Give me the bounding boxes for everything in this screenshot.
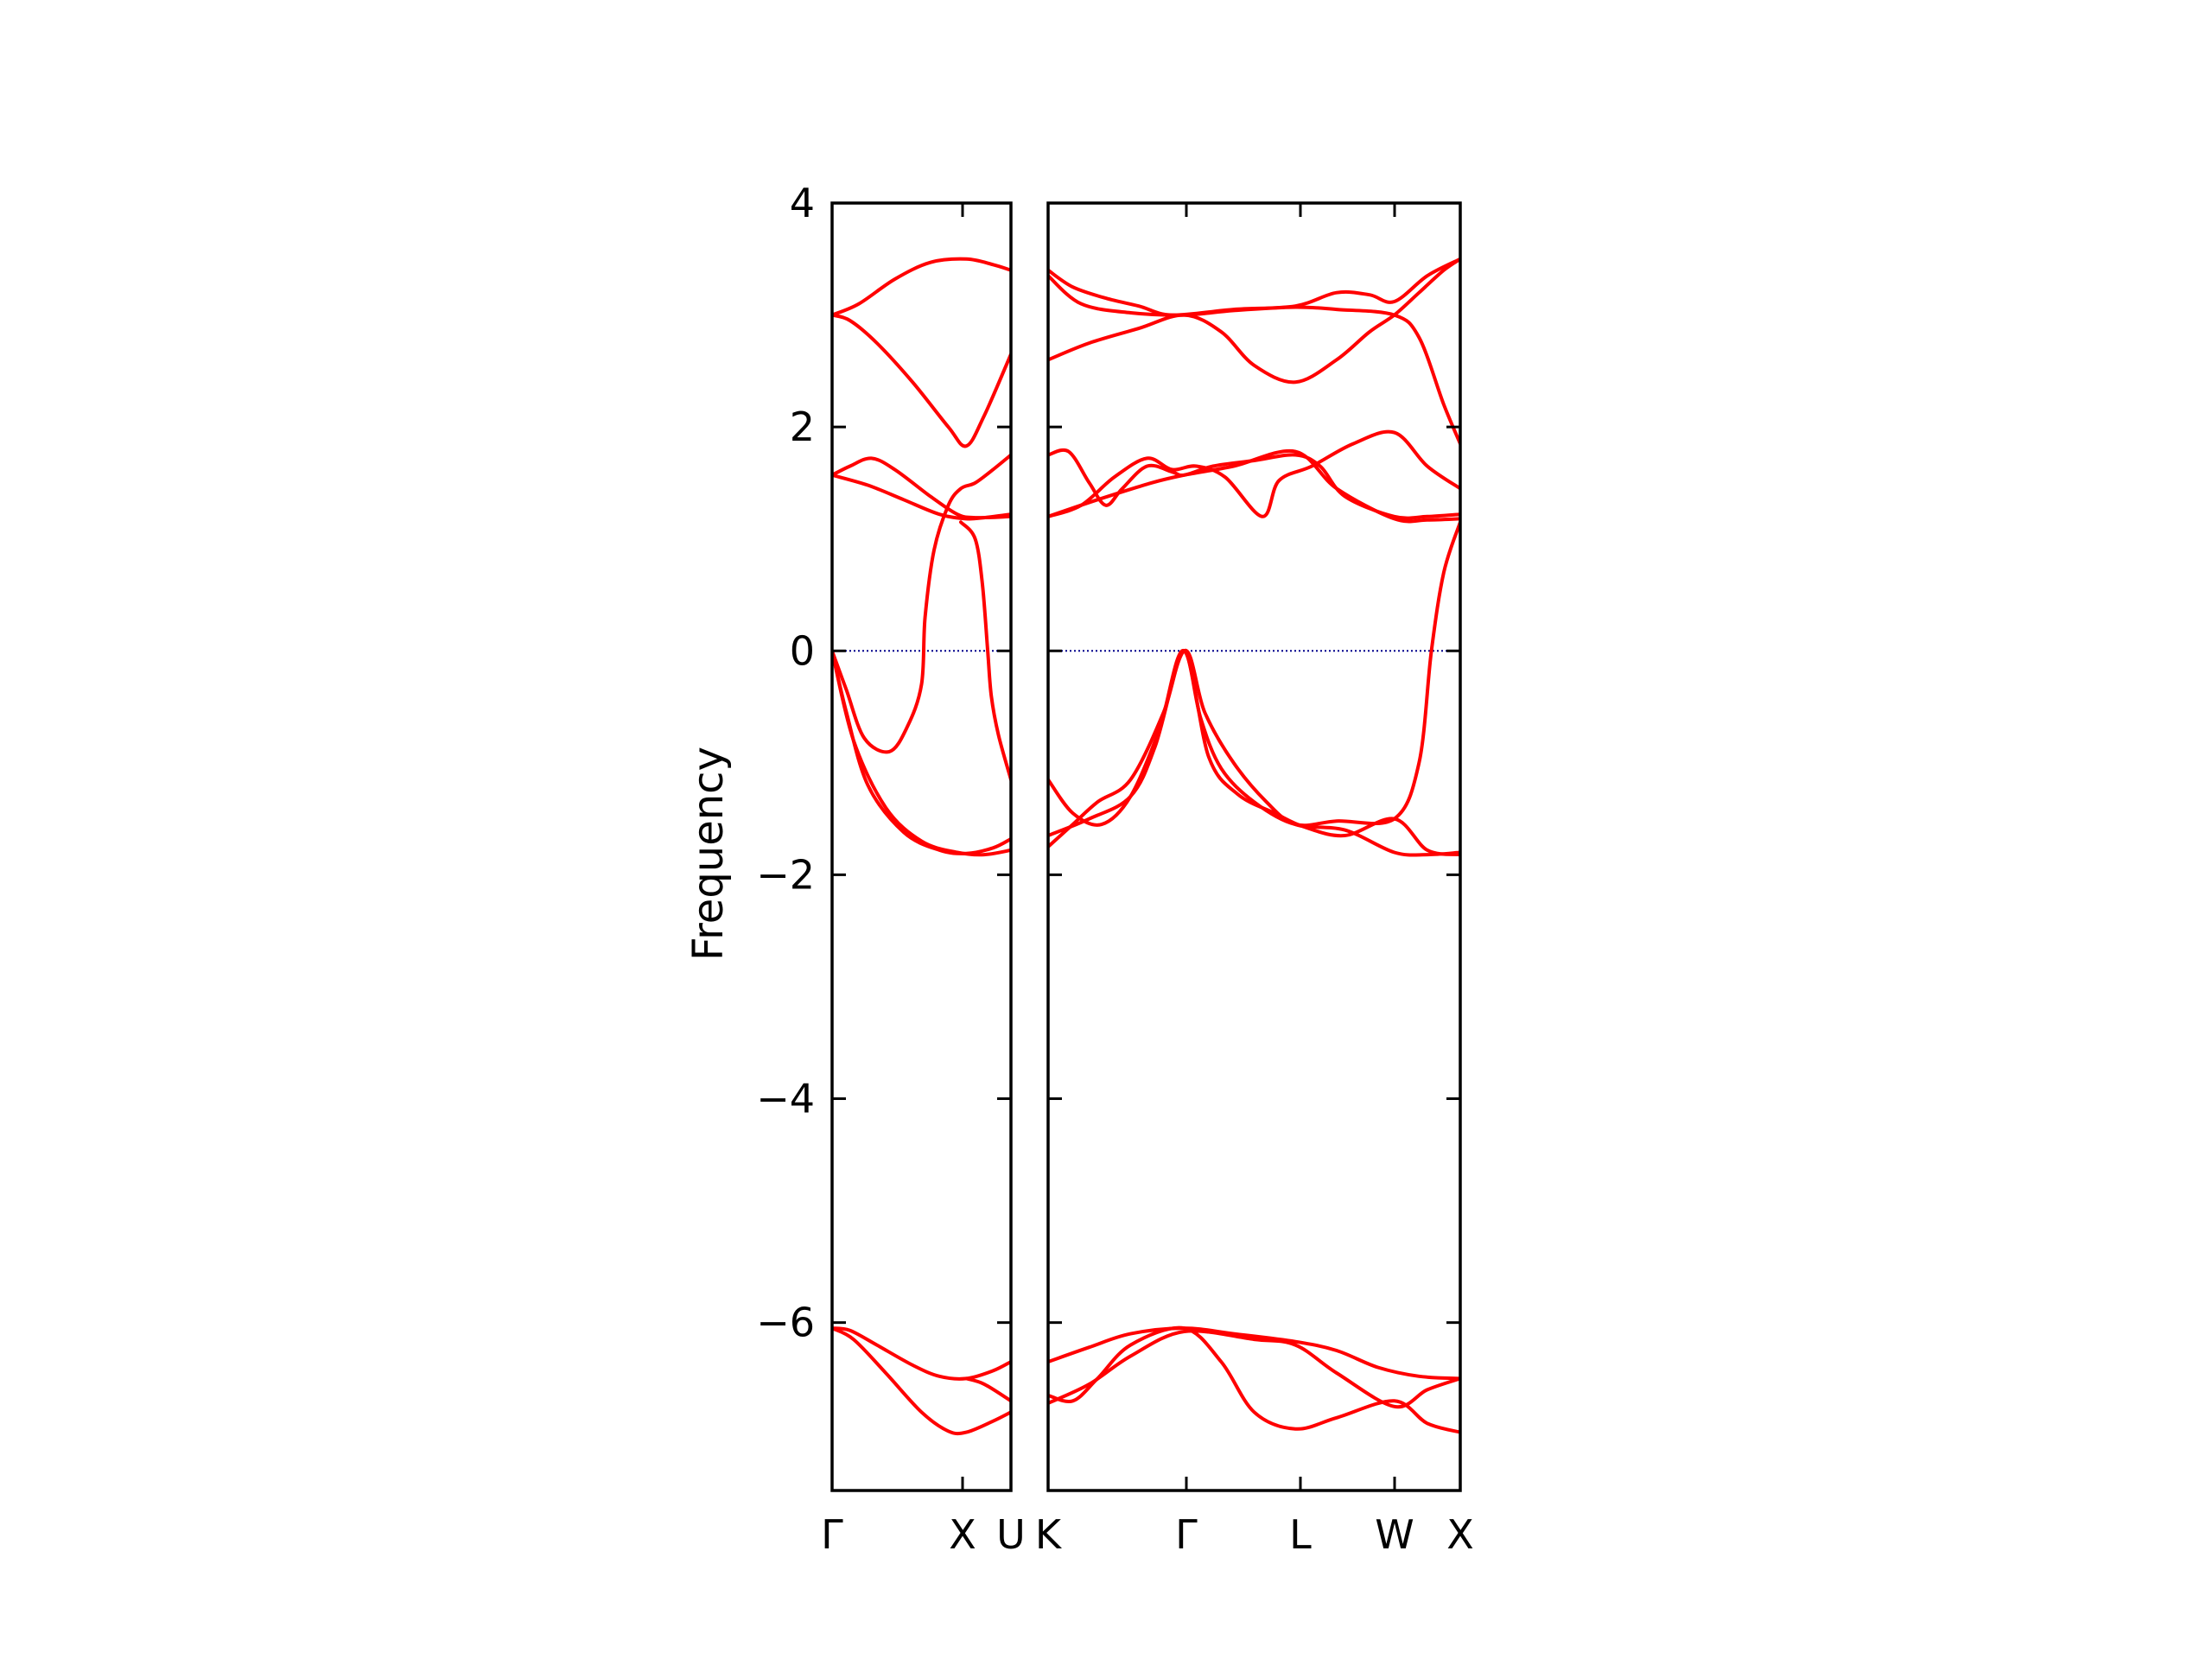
y-tick-label: −4 xyxy=(756,1076,815,1122)
y-axis-label: Frequency xyxy=(684,747,733,961)
band-line-2 xyxy=(1048,274,1460,446)
x-tick-label: W xyxy=(1375,1511,1414,1558)
x-tick-label: X xyxy=(1446,1511,1474,1558)
band-line-11 xyxy=(1048,1325,1460,1434)
band-line-7 xyxy=(832,649,1011,857)
band-line-12 xyxy=(1048,1329,1460,1409)
y-tick-label: 4 xyxy=(790,180,815,226)
x-tick-label: K xyxy=(1035,1511,1063,1558)
band-line-1 xyxy=(832,257,1011,317)
band-line-10 xyxy=(1048,1326,1460,1381)
x-tick-label: L xyxy=(1289,1511,1312,1558)
band-line-6 xyxy=(1048,448,1460,524)
band-line-8 xyxy=(959,520,1011,782)
band-line-2 xyxy=(832,313,1011,448)
y-tick-label: −2 xyxy=(756,851,815,898)
y-tick-label: 0 xyxy=(790,627,815,674)
band-line-9 xyxy=(832,1326,1011,1381)
band-line-5 xyxy=(1048,429,1460,518)
band-line-1 xyxy=(1048,257,1460,317)
panel-frame xyxy=(1046,201,1462,1492)
band-line-9 xyxy=(1048,649,1460,857)
x-tick-label: X xyxy=(949,1511,976,1558)
panel-1: 4 2 0 −2 −4 −6 Γ X U xyxy=(756,180,1026,1558)
band-line-11 xyxy=(964,1376,1011,1403)
band-lines xyxy=(832,257,1011,1436)
panel-frame xyxy=(830,201,1013,1492)
band-lines xyxy=(1048,257,1460,1434)
band-line-3 xyxy=(1048,257,1460,385)
band-line-10 xyxy=(832,1326,1011,1436)
x-tick-label: U xyxy=(996,1511,1026,1558)
band-line-8 xyxy=(1048,649,1460,857)
x-tick-label: Γ xyxy=(1175,1511,1198,1558)
band-line-4 xyxy=(832,473,1011,521)
y-tick-label: 2 xyxy=(790,404,815,450)
plot-panels: 420−2−4−6Γ X U K Γ L W X xyxy=(756,180,1474,1558)
band-line-7 xyxy=(1048,520,1460,849)
y-tick-label: −6 xyxy=(756,1300,815,1346)
x-tick-label: Γ xyxy=(821,1511,843,1558)
band-line-5 xyxy=(832,453,1011,754)
